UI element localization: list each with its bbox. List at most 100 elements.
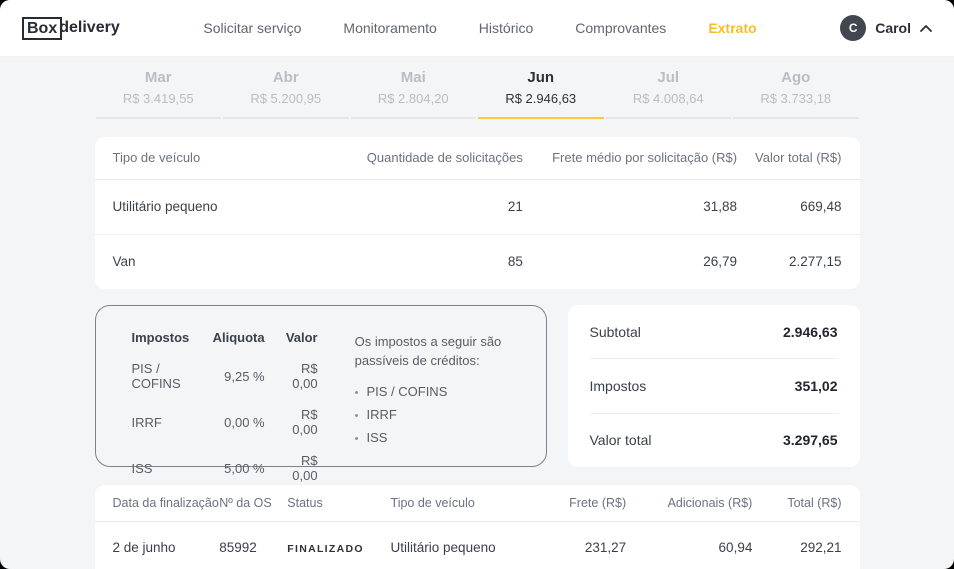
- month-amount: R$ 3.419,55: [122, 91, 194, 106]
- month-amount: R$ 4.008,64: [632, 91, 704, 106]
- list-item: ISS: [355, 428, 520, 449]
- table-row: Van 85 26,79 2.277,15: [94, 233, 860, 289]
- totals-row: Impostos Aliquota Valor PIS / COFINS 9,2…: [94, 305, 860, 483]
- nav-monitoramento[interactable]: Monitoramento: [343, 20, 437, 36]
- nav-extrato[interactable]: Extrato: [708, 20, 757, 36]
- col-header-status: Status: [287, 485, 391, 522]
- cell-status: FINALIZADO: [287, 521, 390, 569]
- col-header-adicionais: Adicionais (R$): [626, 485, 753, 522]
- col-header-impostos: Impostos: [131, 330, 190, 345]
- table-row: PIS / COFINS 9,25 % R$ 0,00: [132, 353, 318, 399]
- month-tab-jul[interactable]: Jul R$ 4.008,64: [605, 68, 731, 119]
- table-row: ISS 5,00 % R$ 0,00: [132, 445, 318, 491]
- logo[interactable]: Box delivery: [22, 16, 120, 40]
- logo-rest-text: delivery: [59, 19, 120, 36]
- summary-row-valor-total: Valor total 3.297,65: [589, 412, 838, 467]
- col-header-quantidade: Quantidade de solicitações: [354, 137, 523, 180]
- vehicle-table-header-row: Tipo de veículo Quantidade de solicitaçõ…: [94, 137, 860, 180]
- col-header-frete-medio: Frete médio por solicitação (R$): [522, 137, 738, 180]
- tax-credits-note: Os impostos a seguir são passíveis de cr…: [355, 328, 520, 446]
- col-header-valor-total: Valor total (R$): [737, 137, 860, 180]
- summary-value: 2.946,63: [783, 323, 838, 340]
- table-row: IRRF 0,00 % R$ 0,00: [132, 399, 318, 445]
- cell-quantity: 21: [507, 199, 523, 214]
- month-amount: R$ 5.200,95: [250, 91, 322, 106]
- col-header-tipo-veiculo: Tipo de veículo: [94, 137, 355, 180]
- cell-tax-value: R$ 0,00: [292, 453, 318, 483]
- cell-tax-name: IRRF: [131, 414, 162, 430]
- tax-credits-list: PIS / COFINS IRRF ISS: [355, 382, 520, 449]
- taxes-header-row: Impostos Aliquota Valor: [132, 328, 318, 353]
- cell-freight: 231,27: [584, 539, 627, 555]
- credit-item-label: IRRF: [366, 407, 397, 422]
- cell-os-number: 85992: [219, 539, 257, 555]
- month-label: Jun: [527, 69, 555, 86]
- month-amount: R$ 2.804,20: [377, 91, 449, 106]
- col-header-data-finalizacao: Data da finalização: [94, 485, 220, 522]
- list-item: IRRF: [355, 405, 520, 426]
- cell-tax-rate: 0,00 %: [224, 414, 265, 430]
- month-tab-mai[interactable]: Mai R$ 2.804,20: [350, 68, 476, 119]
- month-label: Ago: [781, 69, 811, 86]
- credit-item-label: PIS / COFINS: [366, 384, 448, 399]
- cell-total: 669,48: [800, 199, 842, 214]
- vehicle-summary-card: Tipo de veículo Quantidade de solicitaçõ…: [94, 137, 860, 289]
- orders-table: Data da finalização Nº da OS Status Tipo…: [94, 485, 860, 569]
- cell-tax-name: ISS: [131, 460, 153, 476]
- summary-label: Impostos: [589, 377, 647, 394]
- month-label: Mai: [400, 69, 426, 86]
- col-header-numero-os: Nº da OS: [219, 485, 288, 522]
- summary-value: 351,02: [794, 377, 838, 394]
- credit-item-label: ISS: [366, 430, 388, 445]
- summary-card: Subtotal 2.946,63 Impostos 351,02 Valor …: [567, 305, 860, 467]
- cell-finish-date: 2 de junho: [112, 539, 176, 555]
- month-label: Abr: [272, 69, 299, 86]
- cell-total: 292,21: [800, 539, 842, 555]
- cell-vehicle-type: Utilitário pequeno: [390, 539, 496, 555]
- chevron-up-icon: [920, 24, 932, 32]
- avatar: C: [840, 15, 867, 41]
- cell-tax-value: R$ 0,00: [292, 407, 318, 437]
- month-tab-ago[interactable]: Ago R$ 3.733,18: [733, 68, 859, 119]
- month-amount: R$ 2.946,63: [505, 91, 577, 106]
- month-label: Mar: [144, 69, 172, 86]
- summary-value: 3.297,65: [783, 432, 838, 449]
- cell-total: 2.277,15: [737, 233, 860, 289]
- tax-credits-text: Os impostos a seguir são passíveis de cr…: [354, 334, 502, 368]
- nav-comprovantes[interactable]: Comprovantes: [575, 20, 667, 36]
- orders-header-row: Data da finalização Nº da OS Status Tipo…: [94, 485, 860, 522]
- cell-avg-freight: 26,79: [522, 233, 738, 289]
- summary-label: Valor total: [589, 432, 652, 449]
- table-row[interactable]: 2 de junho 85992 FINALIZADO Utilitário p…: [95, 521, 860, 569]
- month-tab-mar[interactable]: Mar R$ 3.419,55: [95, 68, 221, 119]
- taxes-panel: Impostos Aliquota Valor PIS / COFINS 9,2…: [94, 305, 547, 483]
- top-nav-bar: Box delivery Solicitar serviço Monitoram…: [0, 0, 954, 57]
- user-menu[interactable]: C Carol: [840, 15, 932, 41]
- summary-row-impostos: Impostos 351,02: [589, 358, 838, 412]
- nav-solicitar-servico[interactable]: Solicitar serviço: [203, 20, 302, 36]
- orders-card: Data da finalização Nº da OS Status Tipo…: [94, 485, 860, 569]
- logo-box-text: Box: [22, 16, 63, 40]
- cell-vehicle-type: Utilitário pequeno: [112, 199, 218, 214]
- vehicle-summary-table: Tipo de veículo Quantidade de solicitaçõ…: [94, 137, 860, 289]
- cell-quantity: 85: [354, 233, 523, 289]
- month-tab-abr[interactable]: Abr R$ 5.200,95: [223, 68, 349, 119]
- status-badge: FINALIZADO: [287, 542, 364, 555]
- col-header-aliquota: Aliquota: [212, 330, 265, 345]
- col-header-total: Total (R$): [752, 485, 860, 522]
- month-label: Jul: [657, 69, 680, 86]
- month-tab-jun[interactable]: Jun R$ 2.946,63: [478, 68, 604, 119]
- col-header-frete: Frete (R$): [563, 485, 627, 522]
- cell-tax-rate: 5,00 %: [224, 460, 265, 476]
- list-item: PIS / COFINS: [355, 382, 520, 403]
- col-header-tipo-veiculo: Tipo de veículo: [390, 485, 564, 522]
- cell-additionals: 60,94: [718, 539, 753, 555]
- cell-vehicle-type: Van: [94, 233, 355, 289]
- summary-row-subtotal: Subtotal 2.946,63: [590, 305, 838, 358]
- col-header-valor: Valor: [285, 330, 318, 345]
- taxes-table: Impostos Aliquota Valor PIS / COFINS 9,2…: [132, 328, 318, 491]
- nav-historico[interactable]: Histórico: [478, 20, 534, 36]
- extrato-content: Mar R$ 3.419,55 Abr R$ 5.200,95 Mai R$ 2…: [94, 68, 860, 569]
- main-nav: Solicitar serviço Monitoramento Históric…: [203, 20, 756, 36]
- user-name: Carol: [875, 20, 911, 36]
